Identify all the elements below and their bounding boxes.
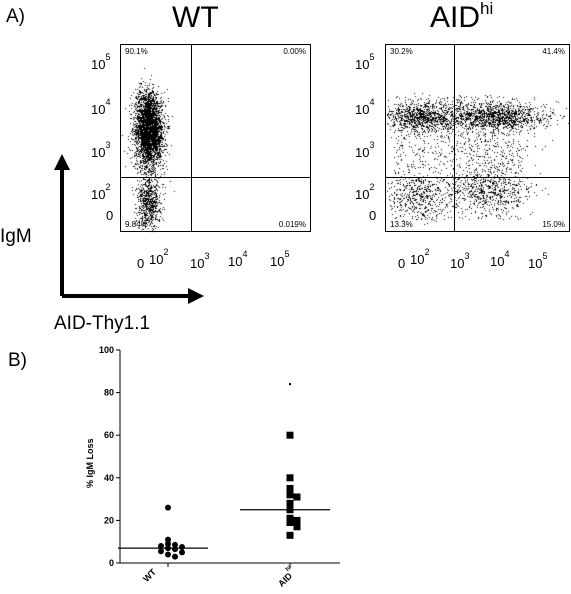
wt-quadrant-lr: 0.019%: [278, 220, 306, 229]
wt-xtick-1e4: 104: [228, 249, 248, 269]
wt-data-point: [165, 551, 171, 558]
wt-xtick-1e3: 103: [190, 251, 210, 271]
aid-xtick-0: 0: [398, 256, 406, 271]
y-tick-label: 20: [104, 515, 114, 525]
wt-quadrant-ll: 9.84%: [125, 220, 148, 229]
aid-ytick-1e4: 104: [355, 97, 375, 117]
aidhi-data-point: [286, 514, 294, 522]
aidhi-data-point: [293, 516, 301, 524]
wt-flow-plot: 90.1% 0.00% 9.84% 0.019%: [120, 44, 312, 233]
wt-data-point: [158, 548, 164, 555]
wt-plot-title: WT: [172, 1, 219, 34]
aid-xtick-1e5: 105: [528, 251, 548, 271]
wt-data-point: [165, 536, 171, 543]
wt-data-point: [158, 542, 164, 549]
aidhi-data-point: [286, 484, 294, 492]
wt-xtick-1e2: 102: [149, 247, 169, 267]
aid-flow-plot: 30.2% 41.4% 13.3% 15.0%: [385, 44, 571, 233]
aidhi-data-point: [286, 519, 294, 527]
aidhi-data-point: [286, 531, 294, 539]
wt-data-point: [172, 546, 178, 553]
aidhi-data-point: [286, 499, 294, 507]
aidhi-data-point: [293, 493, 301, 501]
wt-data-point: [165, 540, 171, 547]
aid-quadrant-ll: 13.3%: [390, 220, 413, 229]
aid-ytick-1e5: 105: [355, 52, 375, 72]
wt-ytick-0: 0: [106, 208, 114, 223]
y-tick-label: 0: [109, 558, 114, 568]
y-tick-label: 40: [104, 473, 114, 483]
aid-xtick-1e2: 102: [410, 247, 430, 267]
wt-data-point: [165, 504, 171, 511]
aid-quadrant-ur: 41.4%: [542, 47, 565, 56]
wt-quadrant-ul: 90.1%: [125, 47, 148, 56]
panel-a-letter: A): [6, 6, 25, 27]
aidhi-data-point: [289, 383, 291, 386]
wt-ytick-1e3: 103: [91, 140, 111, 160]
wt-data-point: [172, 553, 178, 560]
wt-data-point: [179, 549, 185, 556]
wt-xtick-1e5: 105: [270, 249, 290, 269]
y-tick-label: 80: [104, 388, 114, 398]
y-tick-label: 60: [104, 430, 114, 440]
aid-ytick-0: 0: [369, 208, 377, 223]
wt-dot-cloud: [121, 45, 312, 233]
aid-plot-title: AIDhi: [430, 0, 494, 34]
wt-data-point: [172, 541, 178, 548]
panel-b-letter: B): [8, 350, 27, 371]
aid-ytick-1e3: 103: [355, 140, 375, 160]
aid-xtick-1e3: 103: [450, 251, 470, 271]
aid-dot-cloud: [386, 45, 571, 233]
aidhi-data-point: [286, 474, 294, 482]
igm-loss-y-label: % IgM Loss: [85, 438, 95, 488]
igm-axis-label: IgM: [0, 226, 32, 247]
wt-xtick-0: 0: [137, 256, 145, 271]
wt-ytick-1e4: 104: [91, 97, 111, 117]
wt-quadrant-ur: 0.00%: [283, 47, 306, 56]
aid-quadrant-ul: 30.2%: [390, 47, 413, 56]
wt-data-point: [179, 544, 185, 551]
aidhi-data-point: [293, 523, 301, 531]
aid-quadrant-lr: 15.0%: [542, 220, 565, 229]
aid-ytick-1e2: 102: [355, 182, 375, 202]
aidhi-data-point: [286, 491, 294, 499]
wt-ytick-1e2: 102: [91, 182, 111, 202]
thy-axis-label: AID-Thy1.1: [54, 313, 151, 334]
aid-xtick-1e4: 104: [490, 249, 510, 269]
wt-ytick-1e5: 105: [91, 52, 111, 72]
aidhi-data-point: [286, 431, 294, 439]
y-tick-label: 100: [99, 345, 114, 355]
